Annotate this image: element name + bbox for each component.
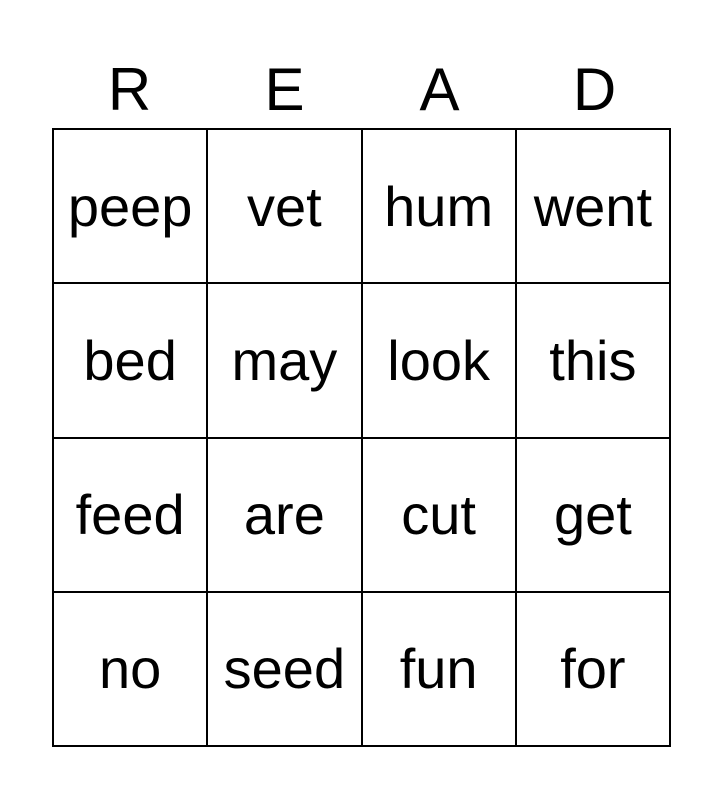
- bingo-cell: no: [53, 591, 208, 746]
- bingo-cell: peep: [53, 129, 208, 284]
- bingo-cell: hum: [361, 129, 516, 284]
- bingo-cell: get: [515, 437, 670, 592]
- header-letter: A: [419, 56, 460, 123]
- bingo-cell: feed: [53, 437, 208, 592]
- bingo-cell: seed: [207, 591, 362, 746]
- bingo-cell: vet: [207, 129, 362, 284]
- header-letter: D: [572, 56, 617, 123]
- bingo-cell: are: [207, 437, 362, 592]
- bingo-cell: this: [515, 283, 670, 438]
- bingo-cell: look: [361, 283, 516, 438]
- header-letter: E: [264, 56, 305, 123]
- bingo-grid: peep vet hum went bed may look this feed…: [52, 128, 671, 747]
- bingo-cell: went: [515, 129, 670, 284]
- bingo-cell: cut: [361, 437, 516, 592]
- bingo-header: R E A D: [52, 52, 672, 128]
- bingo-cell: bed: [53, 283, 208, 438]
- header-letter: R: [107, 56, 152, 123]
- bingo-cell: for: [515, 591, 670, 746]
- bingo-cell: fun: [361, 591, 516, 746]
- bingo-cell: may: [207, 283, 362, 438]
